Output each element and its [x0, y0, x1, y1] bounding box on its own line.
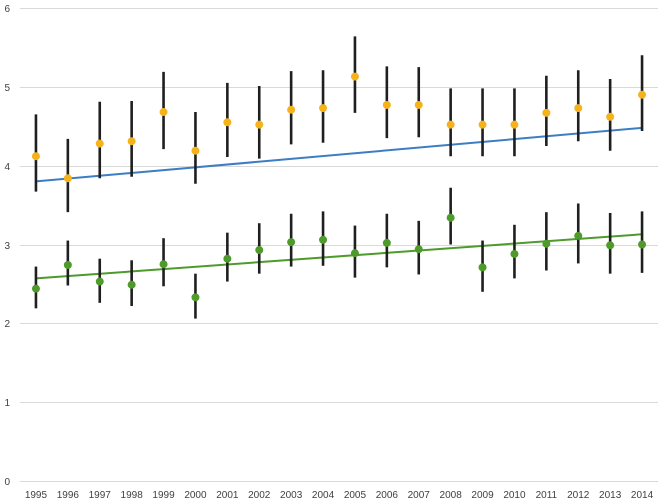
- x-tick-label: 2009: [471, 490, 494, 501]
- data-point: [31, 152, 40, 161]
- x-tick-label: 2005: [344, 490, 367, 501]
- x-tick-label: 2012: [567, 490, 590, 501]
- data-point: [542, 239, 551, 248]
- data-point: [319, 235, 328, 244]
- x-tick-label: 1999: [152, 490, 175, 501]
- x-tick-label: 1996: [57, 490, 80, 501]
- x-tick-label: 2007: [408, 490, 431, 501]
- data-point: [223, 118, 232, 127]
- y-tick-label: 1: [4, 398, 10, 409]
- error-bars: [34, 36, 644, 319]
- x-tick-label: 2014: [631, 490, 654, 501]
- data-point: [350, 72, 359, 81]
- data-point: [446, 120, 455, 129]
- grid: [20, 8, 658, 482]
- data-point: [606, 241, 615, 250]
- data-point: [159, 108, 168, 117]
- x-tick-label: 2010: [503, 490, 526, 501]
- data-point: [382, 100, 391, 109]
- data-point: [638, 240, 647, 249]
- x-tick-label: 1997: [89, 490, 112, 501]
- y-tick-label: 4: [4, 162, 10, 173]
- data-point: [606, 112, 615, 121]
- x-tick-label: 2004: [312, 490, 335, 501]
- data-point: [638, 90, 647, 99]
- x-tick-label: 2011: [536, 490, 558, 501]
- trendline-series-1: [35, 126, 643, 183]
- data-point: [414, 100, 423, 109]
- data-point: [287, 105, 296, 114]
- x-tick-label: 2008: [440, 490, 463, 501]
- x-tick-label: 2001: [216, 490, 239, 501]
- data-point: [191, 146, 200, 155]
- x-tick-label: 1998: [121, 490, 144, 501]
- data-point: [510, 120, 519, 129]
- data-point: [319, 104, 328, 113]
- data-point: [159, 260, 168, 269]
- y-axis-ticks: 0 1 2 3 4 5 6: [4, 4, 10, 488]
- data-point: [478, 120, 487, 129]
- x-axis-ticks: 1995 1996 1997 1998 1999 2000 2001 2002 2003 2004…: [25, 490, 654, 501]
- data-point: [574, 104, 583, 113]
- x-tick-label: 2002: [248, 490, 271, 501]
- data-point: [95, 139, 104, 148]
- y-tick-label: 2: [4, 319, 10, 330]
- x-tick-label: 2006: [376, 490, 399, 501]
- x-tick-label: 1995: [25, 490, 48, 501]
- data-point: [31, 284, 40, 293]
- y-tick-label: 0: [4, 477, 10, 488]
- data-point: [95, 277, 104, 286]
- data-point: [127, 280, 136, 289]
- data-point: [382, 238, 391, 247]
- data-point: [478, 263, 487, 272]
- y-tick-label: 6: [4, 4, 10, 15]
- data-point: [542, 108, 551, 117]
- data-point: [63, 260, 72, 269]
- data-point: [287, 238, 296, 247]
- y-tick-label: 5: [4, 83, 10, 94]
- data-point: [63, 174, 72, 183]
- y-tick-label: 3: [4, 241, 10, 252]
- x-tick-label: 2000: [184, 490, 207, 501]
- trendline-series-2: [35, 233, 643, 280]
- x-tick-label: 2013: [599, 490, 622, 501]
- data-point: [255, 246, 264, 255]
- data-point: [510, 249, 519, 258]
- data-point: [191, 293, 200, 302]
- data-point: [574, 231, 583, 240]
- data-point: [255, 120, 264, 129]
- data-point: [127, 137, 136, 146]
- data-point: [446, 213, 455, 222]
- trendlines: [35, 126, 643, 280]
- x-tick-label: 2003: [280, 490, 303, 501]
- data-point: [223, 254, 232, 263]
- data-points: [31, 72, 647, 302]
- data-point: [350, 249, 359, 258]
- data-point: [414, 245, 423, 254]
